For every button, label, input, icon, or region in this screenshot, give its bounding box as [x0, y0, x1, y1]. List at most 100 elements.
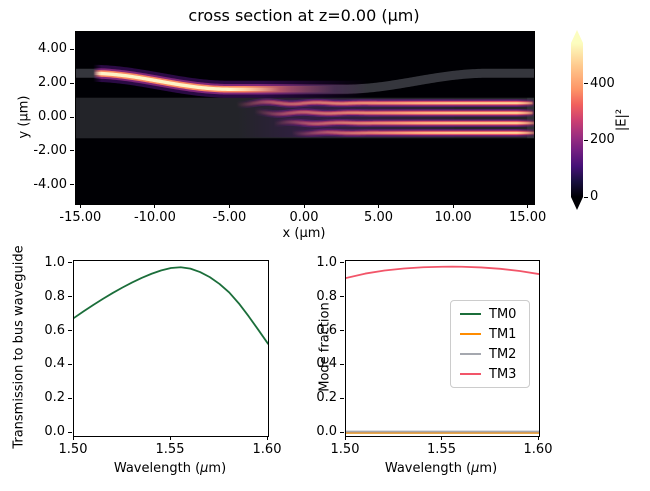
- legend-label: TM1: [489, 326, 517, 342]
- y-tick-mark: [70, 82, 74, 84]
- x-tick-label: 15.00: [509, 210, 547, 225]
- bl-xlabel-text: Wavelength (: [113, 461, 201, 476]
- y-tick-label: 0.00: [38, 109, 67, 124]
- y-tick-mark: [340, 363, 344, 365]
- y-tick-label: 0.6: [316, 322, 337, 338]
- y-tick-mark: [68, 262, 72, 264]
- y-tick-mark: [340, 431, 344, 433]
- bl-xlabel-mu: μ: [200, 461, 209, 476]
- transmission-canvas: [74, 261, 268, 436]
- colorbar-tick-label: 200: [590, 132, 615, 148]
- top-plot-title: cross section at z=0.00 (μm): [188, 6, 420, 25]
- x-tick-mark: [344, 436, 346, 440]
- br-ylabel: Mode fraction: [317, 302, 333, 392]
- mode-legend: TM0 TM1 TM2 TM3: [450, 300, 530, 388]
- colorbar: [571, 43, 583, 197]
- y-tick-label: 0.0: [44, 424, 65, 440]
- br-xlabel-unit: m): [479, 461, 498, 476]
- x-tick-mark: [378, 204, 380, 208]
- x-tick-label: 0.00: [289, 210, 319, 225]
- colorbar-tick-mark: [584, 139, 588, 141]
- legend-item-TM3: TM3: [451, 364, 529, 384]
- legend-item-TM1: TM1: [451, 324, 529, 344]
- colorbar-tick-mark: [584, 83, 588, 85]
- x-tick-label: 1.55: [155, 442, 185, 457]
- transmission-axes: [73, 260, 269, 437]
- y-tick-mark: [70, 116, 74, 118]
- legend-line-sample-TM0: [460, 313, 481, 315]
- legend-item-TM0: TM0: [451, 304, 529, 324]
- br-xlabel: Wavelength (μm): [366, 461, 516, 476]
- x-tick-label: -15.00: [59, 210, 102, 225]
- y-tick-mark: [340, 397, 344, 399]
- y-tick-mark: [68, 431, 72, 433]
- x-tick-mark: [72, 436, 74, 440]
- legend-line-sample-TM3: [460, 373, 481, 375]
- x-tick-mark: [527, 204, 529, 208]
- colorbar-label: |E|²: [614, 108, 630, 132]
- legend-label: TM2: [489, 346, 517, 362]
- br-xlabel-text: Wavelength (: [384, 461, 472, 476]
- x-tick-mark: [266, 436, 268, 440]
- x-tick-mark: [154, 204, 156, 208]
- y-tick-label: 1.0: [44, 254, 65, 270]
- y-tick-mark: [340, 330, 344, 331]
- bl-xlabel: Wavelength (μm): [95, 461, 245, 476]
- top-xlabel: x (μm): [282, 226, 326, 241]
- x-tick-mark: [79, 204, 81, 208]
- x-tick-mark: [537, 436, 539, 440]
- y-tick-label: 0.2: [316, 390, 337, 406]
- x-tick-mark: [303, 204, 305, 208]
- y-tick-label: 0.4: [316, 356, 337, 372]
- y-tick-mark: [68, 330, 72, 331]
- y-tick-label: 0.4: [44, 356, 65, 372]
- y-tick-label: -4.00: [33, 176, 67, 192]
- x-tick-label: -10.00: [133, 210, 176, 225]
- y-tick-label: 0.6: [44, 322, 65, 338]
- x-tick-mark: [169, 436, 171, 440]
- y-tick-label: 0.2: [44, 390, 65, 406]
- x-tick-label: 1.60: [523, 442, 553, 457]
- x-tick-label: 1.50: [330, 442, 360, 457]
- y-tick-label: 0.0: [316, 424, 337, 440]
- y-tick-label: 0.8: [44, 288, 65, 304]
- y-tick-label: -2.00: [33, 142, 67, 158]
- x-tick-label: 1.50: [58, 442, 88, 457]
- colorbar-tick-mark: [584, 196, 588, 198]
- legend-line-sample-TM1: [460, 333, 481, 335]
- field-map-axes: [75, 31, 535, 205]
- y-tick-label: 0.8: [316, 288, 337, 304]
- field-map-canvas: [76, 32, 534, 204]
- y-tick-label: 2.00: [38, 75, 67, 91]
- y-tick-label: 4.00: [38, 41, 67, 57]
- y-tick-mark: [340, 262, 344, 264]
- colorbar-extend-max-arrow: [571, 30, 583, 43]
- legend-label: TM3: [489, 366, 517, 382]
- legend-label: TM0: [489, 306, 517, 322]
- colorbar-extend-min-arrow: [571, 197, 583, 210]
- y-tick-mark: [68, 397, 72, 399]
- x-tick-mark: [452, 204, 454, 208]
- bl-xlabel-unit: m): [208, 461, 227, 476]
- colorbar-tick-label: 400: [590, 75, 615, 91]
- y-tick-mark: [70, 48, 74, 50]
- x-tick-label: 1.55: [427, 442, 456, 457]
- y-tick-mark: [340, 296, 344, 298]
- x-tick-label: 10.00: [434, 210, 472, 225]
- legend-item-TM2: TM2: [451, 344, 529, 364]
- y-tick-mark: [68, 296, 72, 298]
- x-tick-label: 5.00: [364, 210, 393, 225]
- legend-line-sample-TM2: [460, 353, 481, 355]
- y-tick-mark: [70, 150, 74, 152]
- x-tick-label: 1.60: [252, 442, 282, 457]
- x-tick-mark: [228, 204, 230, 208]
- y-tick-label: 1.0: [316, 254, 337, 270]
- br-xlabel-mu: μ: [471, 461, 480, 476]
- bl-ylabel: Transmission to bus waveguide: [11, 245, 27, 449]
- x-tick-label: -5.00: [212, 210, 247, 225]
- x-tick-mark: [441, 436, 442, 440]
- colorbar-tick-label: 0: [590, 189, 599, 204]
- y-tick-mark: [68, 363, 72, 365]
- y-tick-mark: [70, 184, 74, 186]
